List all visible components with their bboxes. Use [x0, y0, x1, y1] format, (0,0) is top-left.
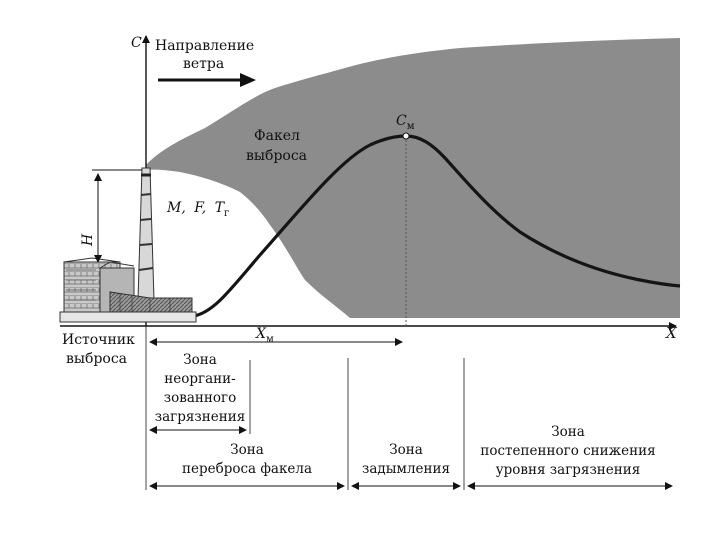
- wind-label-line1: Направление: [155, 38, 254, 54]
- zone-smoke: Зона задымления: [351, 442, 461, 490]
- peak-label-main: C: [396, 113, 407, 129]
- xm-label-main: X: [255, 326, 267, 342]
- zone-decline-line2: постепенного снижения: [480, 443, 655, 459]
- zone-smoke-line1: Зона: [389, 442, 423, 458]
- wind-arrow: [158, 73, 256, 87]
- zone-decline-line1: Зона: [551, 424, 585, 440]
- plume-label-line2: выброса: [246, 148, 307, 164]
- source-label-line2: выброса: [66, 351, 127, 367]
- zone-unorganized-line4: загрязнения: [155, 409, 246, 425]
- x-axis-label: X: [665, 324, 678, 342]
- zone-transfer-line2: переброса факела: [182, 461, 312, 477]
- param-sep: ,: [181, 200, 185, 216]
- xm-label-sub: м: [266, 334, 274, 345]
- zone-unorganized-line1: Зона: [183, 352, 217, 368]
- factory-illustration: [59, 167, 197, 323]
- param-t-sub: г: [224, 208, 229, 219]
- zone-unorganized-line3: зованного: [164, 390, 236, 406]
- zone-decline-line3: уровня загрязнения: [496, 462, 641, 478]
- y-axis-label: C: [131, 35, 142, 51]
- zone-unorganized-line2: неоргани-: [164, 371, 235, 387]
- zone-decline: Зона постепенного снижения уровня загряз…: [467, 424, 673, 490]
- param-m: M: [166, 200, 182, 216]
- peak-marker: [402, 132, 410, 140]
- emission-params: M, F, Tг: [166, 200, 229, 219]
- height-dimension: [92, 169, 142, 263]
- plume-label-line1: Факел: [254, 128, 300, 144]
- source-label-line1: Источник: [62, 332, 135, 348]
- param-t: T: [215, 200, 226, 216]
- svg-text:M, F, Tг: M, F, Tг: [166, 200, 229, 219]
- zone-transfer-line1: Зона: [230, 442, 264, 458]
- zone-boundaries: [145, 326, 465, 490]
- peak-label: Cм: [396, 113, 415, 132]
- xm-label: Xм: [255, 326, 274, 345]
- zone-transfer: Зона переброса факела: [149, 442, 345, 490]
- zone-unorganized: Зона неоргани- зованного загрязнения: [149, 352, 247, 434]
- concentration-curve: [193, 134, 681, 318]
- wind-label-line2: ветра: [183, 56, 224, 72]
- peak-label-sub: м: [407, 121, 415, 132]
- height-label: H: [80, 233, 96, 247]
- param-sep: ,: [202, 200, 206, 216]
- zone-smoke-line2: задымления: [362, 461, 450, 477]
